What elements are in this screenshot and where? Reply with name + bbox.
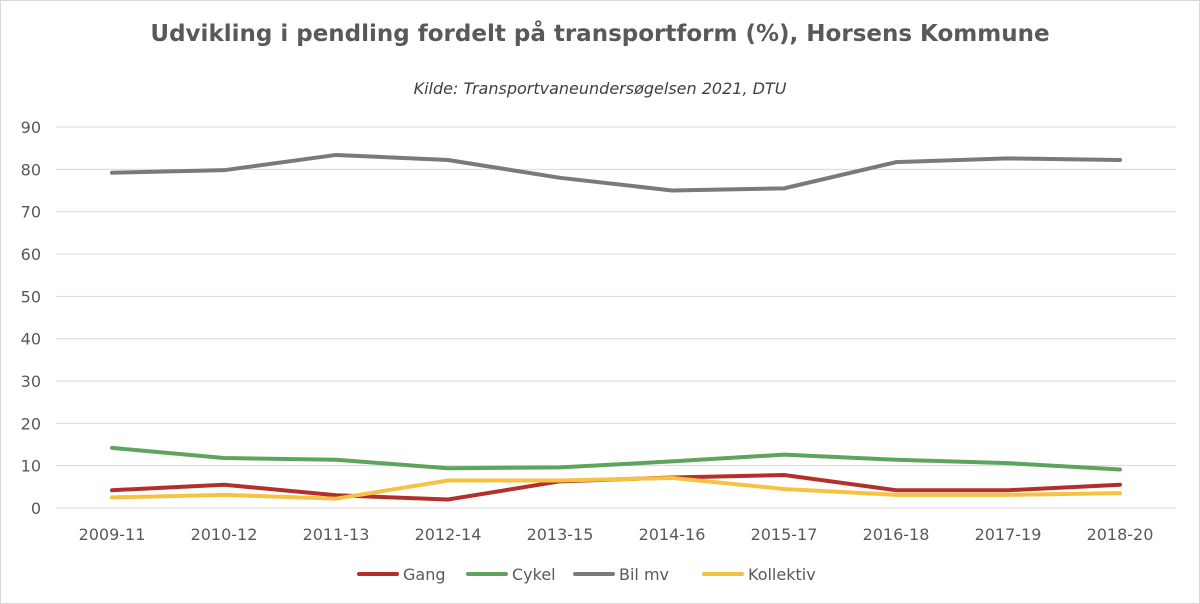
y-tick-label: 90 <box>21 118 41 137</box>
x-tick-label: 2018-20 <box>1087 525 1154 544</box>
series-line-kollektiv <box>110 475 1122 501</box>
legend-label: Gang <box>403 565 446 584</box>
x-tick-label: 2009-11 <box>79 525 146 544</box>
series-line-cykel <box>110 445 1122 472</box>
x-tick-label: 2016-18 <box>863 525 930 544</box>
y-tick-label: 10 <box>21 457 41 476</box>
y-tick-label: 30 <box>21 372 41 391</box>
y-tick-label: 50 <box>21 287 41 306</box>
y-tick-label: 70 <box>21 203 41 222</box>
x-tick-label: 2010-12 <box>191 525 258 544</box>
x-tick-label: 2014-16 <box>639 525 706 544</box>
y-tick-label: 60 <box>21 245 41 264</box>
x-tick-label: 2012-14 <box>415 525 482 544</box>
chart-subtitle: Kilde: Transportvaneundersøgelsen 2021, … <box>413 79 787 98</box>
x-tick-label: 2015-17 <box>751 525 818 544</box>
y-tick-label: 20 <box>21 414 41 433</box>
y-tick-label: 40 <box>21 330 41 349</box>
x-tick-label: 2011-13 <box>303 525 370 544</box>
series-line-bil-mv <box>110 152 1122 193</box>
legend-label: Cykel <box>512 565 556 584</box>
y-tick-label: 80 <box>21 160 41 179</box>
legend-label: Bil mv <box>619 565 669 584</box>
x-tick-label: 2017-19 <box>975 525 1042 544</box>
chart-title: Udvikling i pendling fordelt på transpor… <box>150 21 1050 47</box>
y-tick-label: 0 <box>31 499 41 518</box>
legend-label: Kollektiv <box>748 565 816 584</box>
x-tick-label: 2013-15 <box>527 525 594 544</box>
